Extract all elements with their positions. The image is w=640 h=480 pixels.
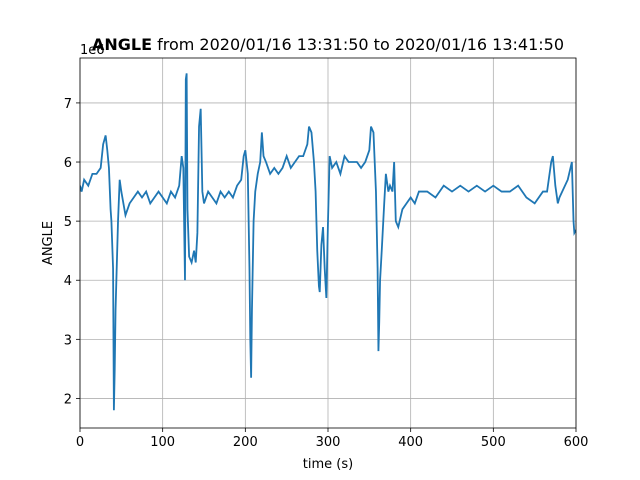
y-axis-label: ANGLE [41, 221, 56, 265]
plot-frame [79, 57, 577, 429]
y-tick-label: 6 [64, 156, 72, 171]
x-axis-label: time (s) [303, 457, 353, 472]
y-tick-label: 2 [64, 392, 72, 407]
y-tick-label: 7 [64, 97, 72, 112]
x-tick-label: 200 [233, 435, 258, 450]
y-tick-label: 5 [64, 215, 72, 230]
x-tick-label: 100 [150, 435, 175, 450]
chart-title: ANGLE from 2020/01/16 13:31:50 to 2020/0… [92, 35, 564, 54]
x-tick-label: 300 [316, 435, 341, 450]
y-tick-label: 3 [64, 333, 72, 348]
y-offset-label: 1e6 [80, 43, 105, 58]
x-tick-label: 600 [564, 435, 589, 450]
title-bold: ANGLE [92, 35, 152, 54]
title-rest: from 2020/01/16 13:31:50 to 2020/01/16 1… [157, 35, 564, 54]
data-line [80, 73, 576, 411]
x-tick-label: 400 [398, 435, 423, 450]
x-tick-label: 500 [481, 435, 506, 450]
x-tick-label: 0 [76, 435, 84, 450]
y-tick-label: 4 [64, 274, 72, 289]
